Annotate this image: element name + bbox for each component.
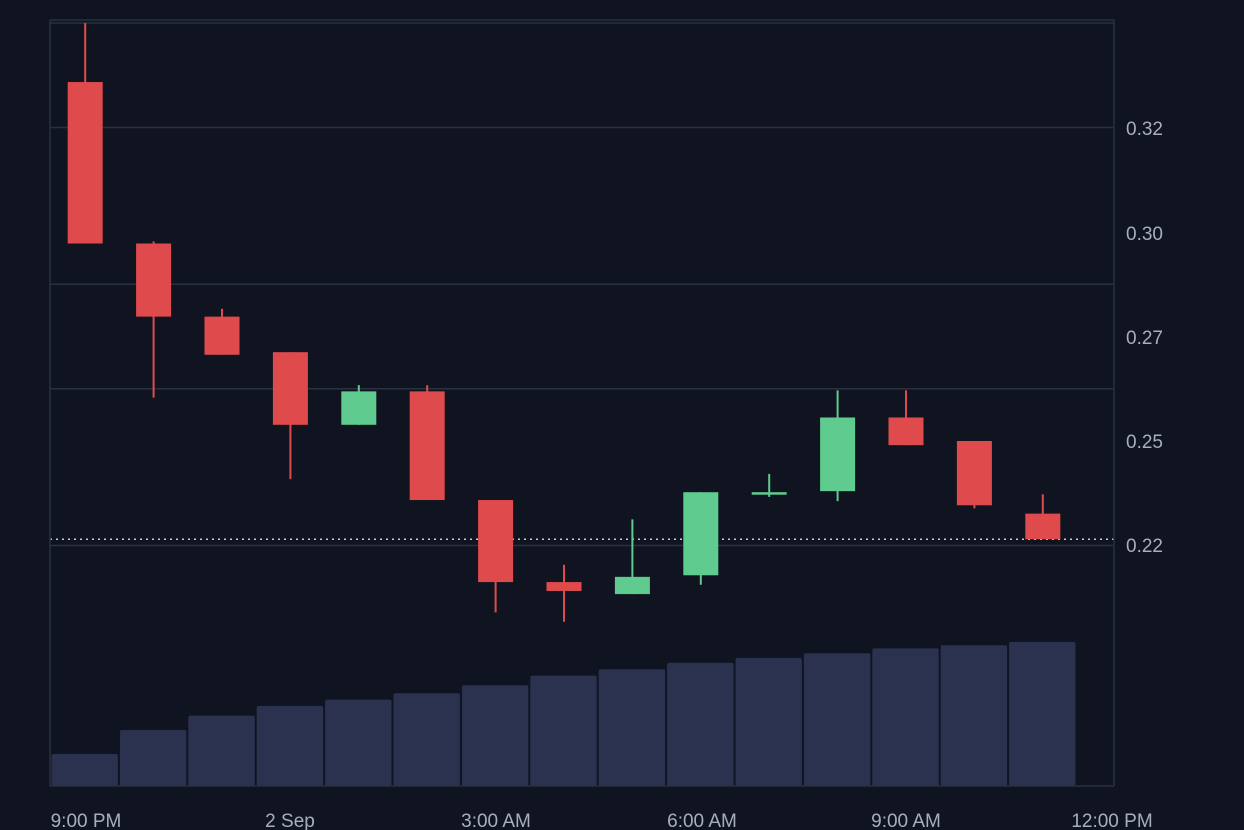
candle bbox=[478, 500, 514, 613]
volume-bar bbox=[188, 715, 255, 786]
candle-body bbox=[614, 576, 650, 595]
x-tick-label: 3:00 AM bbox=[461, 811, 531, 830]
candle bbox=[546, 564, 582, 622]
volume-bar bbox=[393, 693, 460, 786]
candle bbox=[67, 23, 103, 244]
candle-body bbox=[341, 391, 377, 425]
volume-bars bbox=[51, 642, 1076, 786]
x-tick-label: 2 Sep bbox=[265, 811, 315, 830]
candle-body bbox=[1025, 513, 1061, 540]
volume-bar bbox=[119, 730, 187, 786]
volume-bar bbox=[598, 669, 666, 786]
candle-body bbox=[546, 582, 582, 591]
volume-bar bbox=[735, 658, 802, 786]
candle-body bbox=[67, 82, 103, 244]
candle-body bbox=[136, 243, 172, 317]
candle-body bbox=[956, 441, 992, 506]
candle bbox=[272, 352, 308, 480]
volume-bar bbox=[256, 706, 324, 786]
candle bbox=[683, 492, 719, 585]
candle bbox=[751, 473, 787, 497]
x-tick-label: 9:00 PM bbox=[51, 811, 122, 830]
volume-bar bbox=[1009, 642, 1076, 786]
candle bbox=[614, 519, 650, 595]
y-tick-label: 0.25 bbox=[1126, 432, 1163, 453]
candle-body bbox=[204, 316, 240, 355]
volume-bar bbox=[803, 653, 871, 786]
volume-bar bbox=[872, 648, 939, 786]
volume-bar bbox=[51, 754, 118, 786]
x-tick-label: 6:00 AM bbox=[667, 811, 737, 830]
candle bbox=[409, 385, 445, 501]
candle bbox=[204, 308, 240, 355]
y-tick-label: 0.30 bbox=[1126, 224, 1163, 245]
volume-bar bbox=[667, 662, 734, 786]
candle bbox=[341, 385, 377, 425]
candle-body bbox=[478, 500, 514, 583]
candle bbox=[1025, 494, 1061, 540]
candle bbox=[888, 390, 924, 446]
x-tick-label: 12:00 PM bbox=[1071, 811, 1152, 830]
candle bbox=[136, 241, 172, 398]
candle-body bbox=[409, 391, 445, 501]
candle-body bbox=[820, 417, 856, 492]
grid-lines bbox=[50, 22, 1114, 547]
y-tick-label: 0.27 bbox=[1126, 328, 1163, 349]
candle-body bbox=[272, 352, 308, 425]
y-tick-label: 0.32 bbox=[1126, 119, 1163, 140]
volume-bar bbox=[461, 685, 529, 786]
volume-bar bbox=[325, 699, 392, 786]
plot-frame bbox=[49, 19, 1115, 787]
volume-bar bbox=[940, 645, 1008, 786]
candle bbox=[956, 441, 992, 509]
candle-body bbox=[683, 492, 719, 576]
candles bbox=[67, 23, 1061, 622]
y-tick-label: 0.22 bbox=[1126, 536, 1163, 557]
candle bbox=[820, 390, 856, 502]
x-tick-label: 9:00 AM bbox=[871, 811, 941, 830]
volume-bar bbox=[530, 675, 597, 786]
candle-body bbox=[751, 492, 787, 495]
candle-body bbox=[888, 417, 924, 446]
